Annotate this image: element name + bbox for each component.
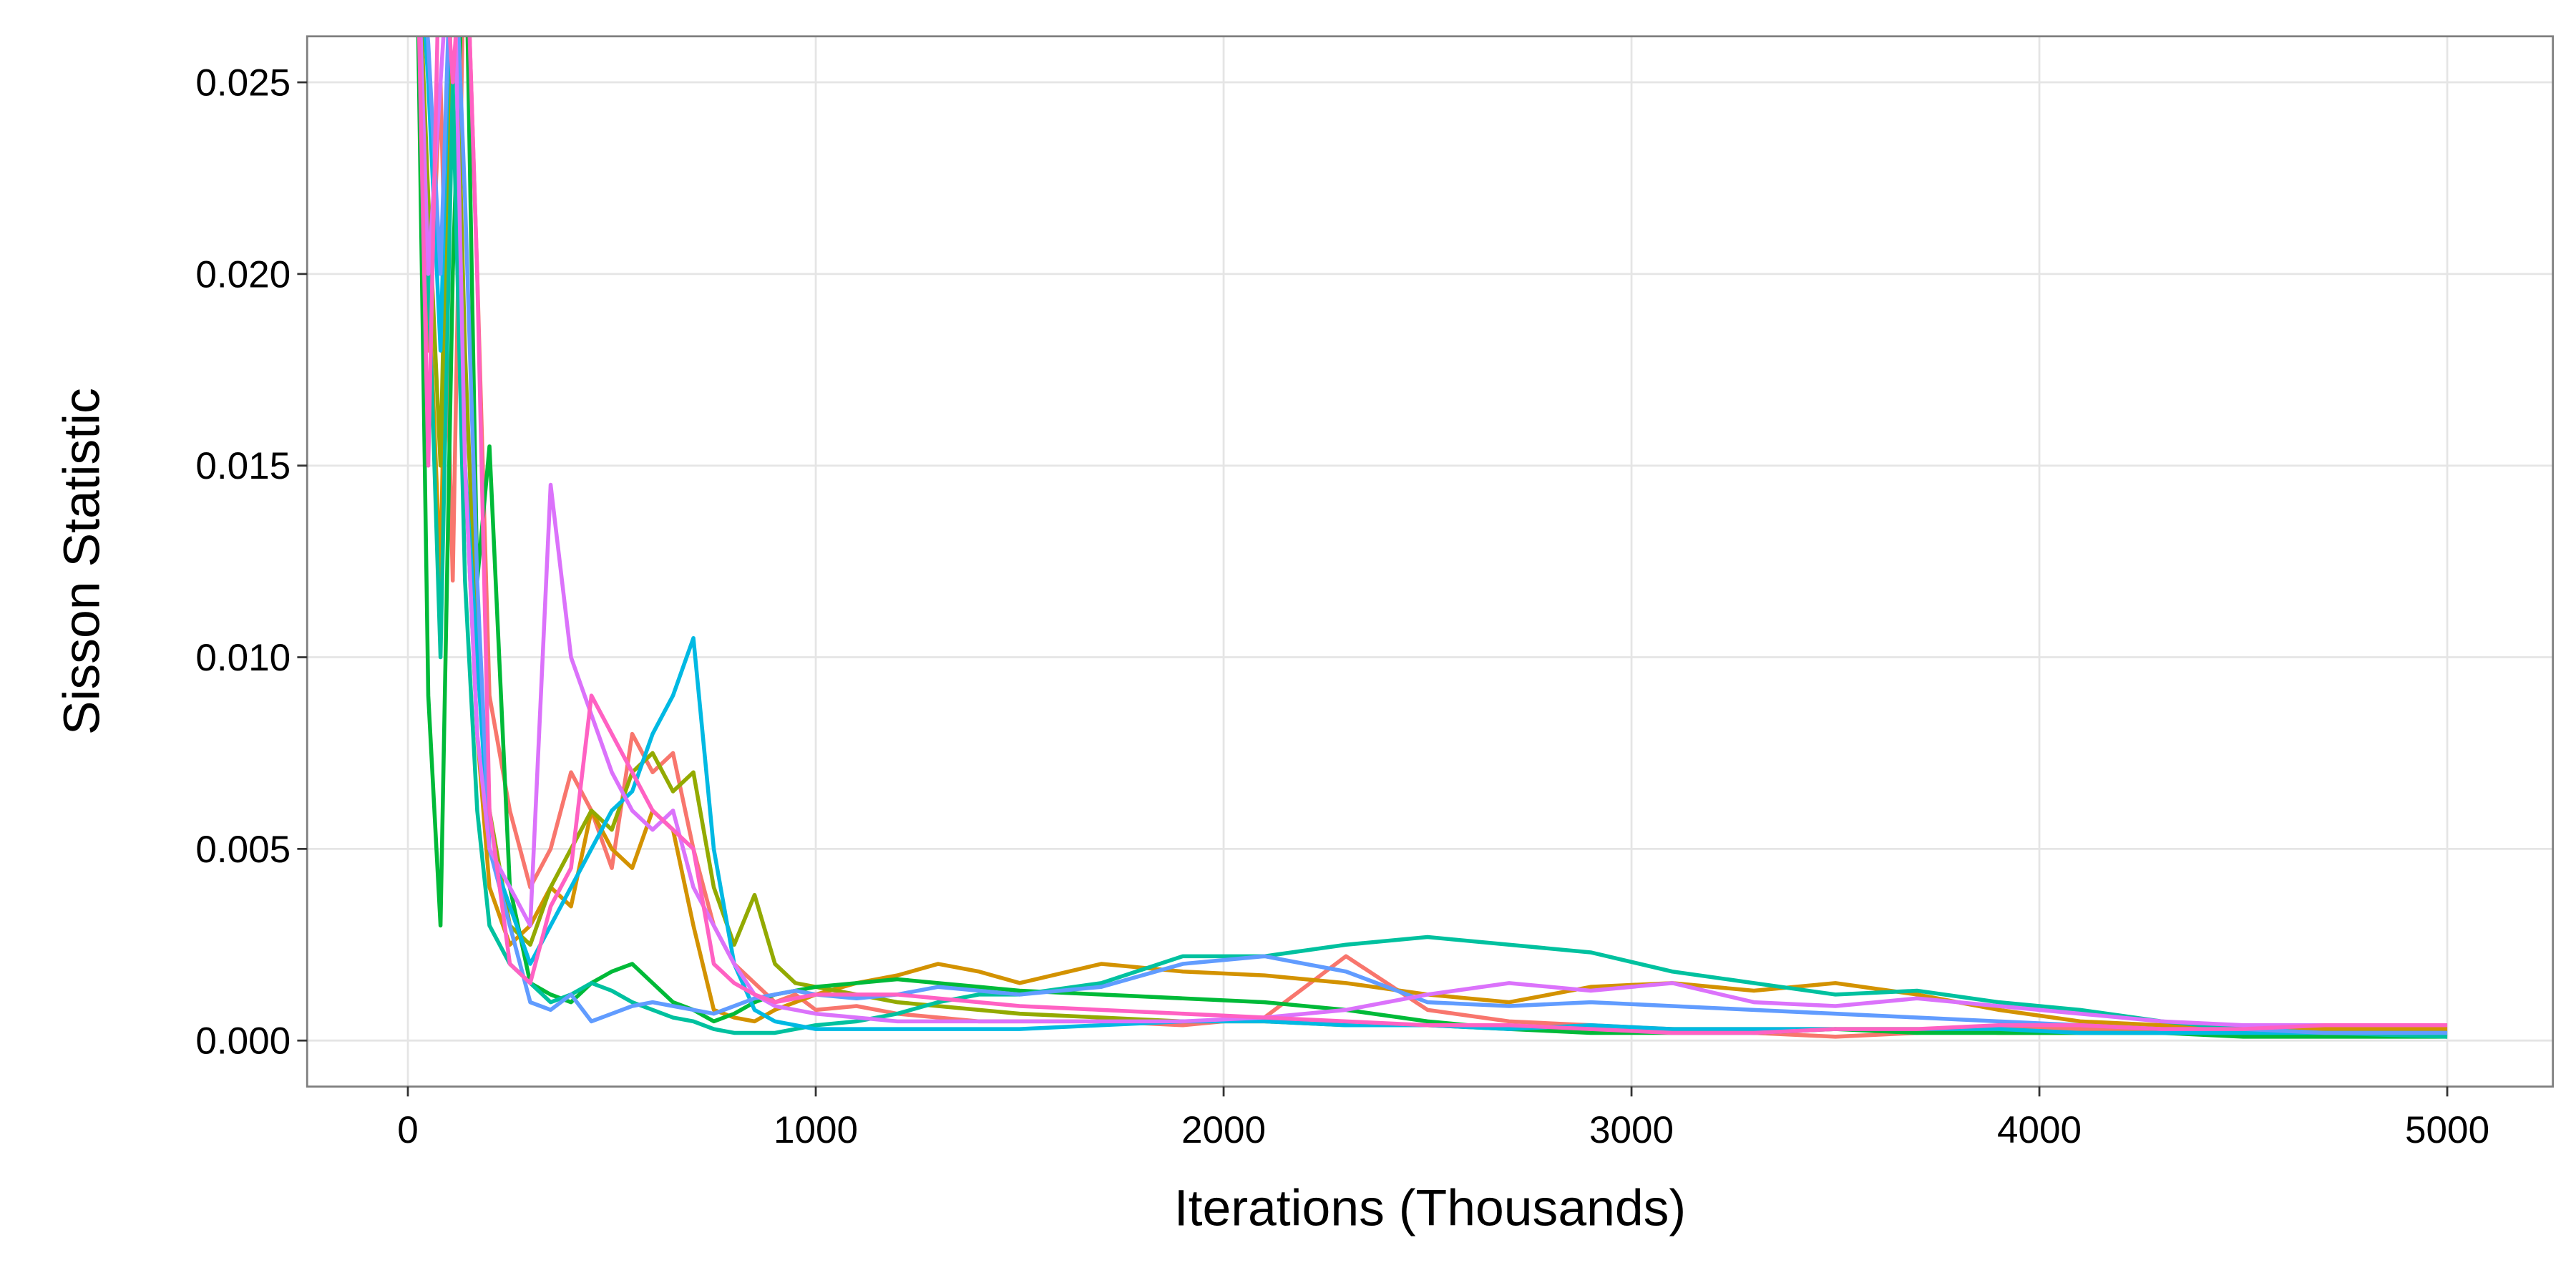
lines: [416, 36, 2448, 1039]
y-tick-label: 0.015: [195, 445, 291, 487]
panel-background: [307, 36, 2553, 1087]
panel-border: [306, 35, 2555, 1088]
series-line: [416, 36, 2448, 1035]
y-axis-title: Sisson Statistic: [53, 388, 110, 735]
y-tick-label: 0.010: [195, 637, 291, 679]
y-tick-label: 0.025: [195, 62, 291, 104]
axes: 0.000 0.005 0.010 0.015 0.020 0.025 0 1000 2000 3…: [195, 62, 2489, 1151]
x-axis-title: Iterations (Thousands): [1174, 1179, 1687, 1236]
y-tick-label: 0.000: [195, 1020, 291, 1063]
x-tick-label: 5000: [2405, 1109, 2489, 1151]
y-tick-label: 0.005: [195, 829, 291, 871]
x-tick-label: 4000: [1997, 1109, 2082, 1151]
y-tick-label: 0.020: [195, 253, 291, 296]
x-tick-label: 3000: [1589, 1109, 1674, 1151]
series-line: [419, 36, 2448, 1028]
series-line: [418, 36, 2448, 1039]
x-tick-label: 2000: [1181, 1109, 1266, 1151]
x-tick-label: 1000: [774, 1109, 858, 1151]
x-tick-label: 0: [397, 1109, 419, 1151]
